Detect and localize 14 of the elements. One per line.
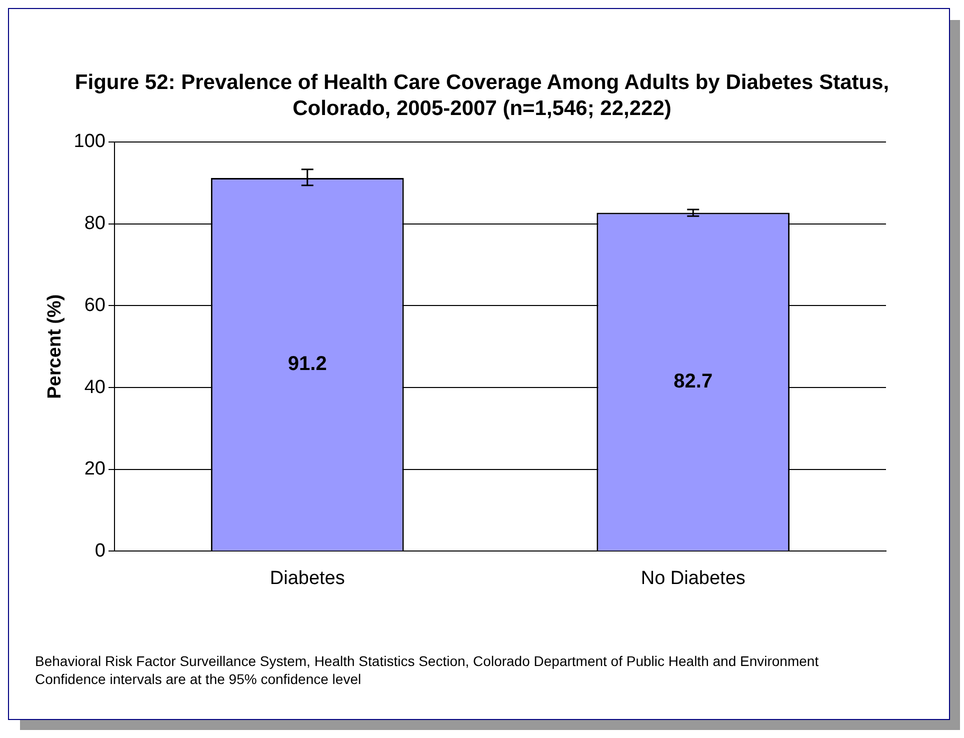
y-tick-label: 100 xyxy=(74,131,106,152)
y-tick-label: 0 xyxy=(94,540,106,562)
data-label: 82.7 xyxy=(674,370,713,392)
chart-title: Figure 52: Prevalence of Health Care Coverage Among Adults by Diabetes Status, Colorado, 2005-2007 (n=1,546; 22,222) xyxy=(74,70,890,122)
x-tick-label: Diabetes xyxy=(270,568,345,589)
y-axis-title: Percent (%) xyxy=(44,294,66,399)
y-tick-label: 40 xyxy=(84,376,106,398)
text: Behavioral Risk Factor Surveillance System, Health Statistics Section, Colorado Department of Public Health and Environment xyxy=(35,652,820,670)
y-tick-label: 20 xyxy=(84,458,106,480)
text: Confidence intervals are at the 95% confidence level xyxy=(35,670,362,688)
data-label: 91.2 xyxy=(288,352,327,375)
x-tick-label: No Diabetes xyxy=(640,568,746,589)
y-tick-label: 60 xyxy=(84,294,106,316)
y-tick-label: 80 xyxy=(84,213,106,234)
